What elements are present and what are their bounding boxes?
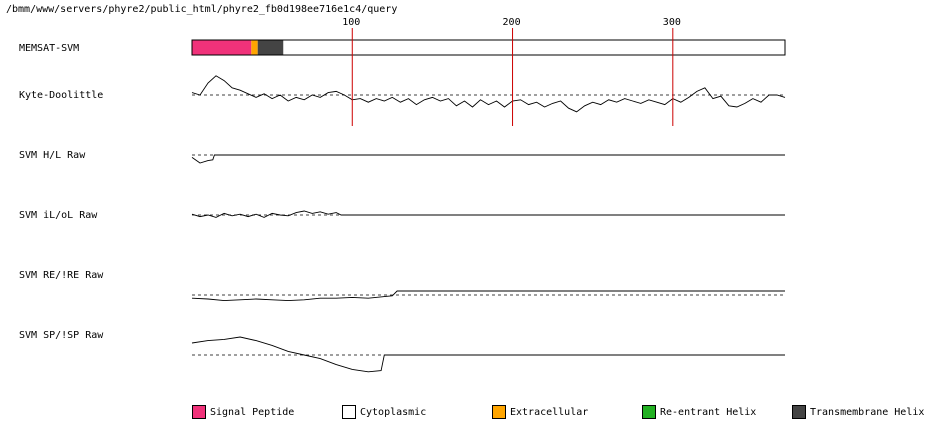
topology-segment xyxy=(257,40,284,55)
track-label: MEMSAT-SVM xyxy=(19,43,79,54)
topology-segment xyxy=(192,40,252,55)
profile-line xyxy=(191,154,785,164)
topology-segment xyxy=(283,40,785,55)
x-tick-label: 300 xyxy=(663,17,681,28)
legend-swatch-transmembrane-helix xyxy=(792,405,806,419)
profile-line xyxy=(191,290,785,302)
track-label: SVM SP/!SP Raw xyxy=(19,330,104,341)
query-path-title: /bmm/www/servers/phyre2/public_html/phyr… xyxy=(6,4,398,15)
legend-item-signal-peptide: Signal Peptide xyxy=(192,405,294,419)
legend: Signal Peptide Cytoplasmic Extracellular… xyxy=(0,405,950,421)
legend-label-transmembrane-helix: Transmembrane Helix xyxy=(810,406,925,418)
legend-item-cytoplasmic: Cytoplasmic xyxy=(342,405,426,419)
track-label: SVM RE/!RE Raw xyxy=(19,270,104,281)
legend-item-extracellular: Extracellular xyxy=(492,405,588,419)
x-tick-label: 200 xyxy=(503,17,521,28)
legend-label-cytoplasmic: Cytoplasmic xyxy=(360,406,427,418)
profile-line xyxy=(191,210,785,218)
legend-item-re-entrant-helix: Re-entrant Helix xyxy=(642,405,756,419)
legend-label-extracellular: Extracellular xyxy=(510,406,589,418)
legend-swatch-signal-peptide xyxy=(192,405,206,419)
legend-swatch-cytoplasmic xyxy=(342,405,356,419)
topology-track-border xyxy=(191,39,786,56)
legend-label-signal-peptide: Signal Peptide xyxy=(210,406,295,418)
membrane-topology-plot: MEMSAT-SVM Kyte-Doolittle SVM H/L Raw SVM i… xyxy=(19,17,786,373)
track-label: SVM H/L Raw xyxy=(19,150,86,161)
track-label: SVM iL/oL Raw xyxy=(19,210,98,221)
legend-swatch-extracellular xyxy=(492,405,506,419)
topology-segment xyxy=(251,40,258,55)
profile-line xyxy=(191,336,785,373)
track-label: Kyte-Doolittle xyxy=(19,90,103,101)
legend-item-transmembrane-helix: Transmembrane Helix xyxy=(792,405,924,419)
legend-swatch-re-entrant-helix xyxy=(642,405,656,419)
x-tick-label: 100 xyxy=(342,17,360,28)
legend-label-re-entrant-helix: Re-entrant Helix xyxy=(660,406,757,418)
profile-line xyxy=(191,75,786,113)
